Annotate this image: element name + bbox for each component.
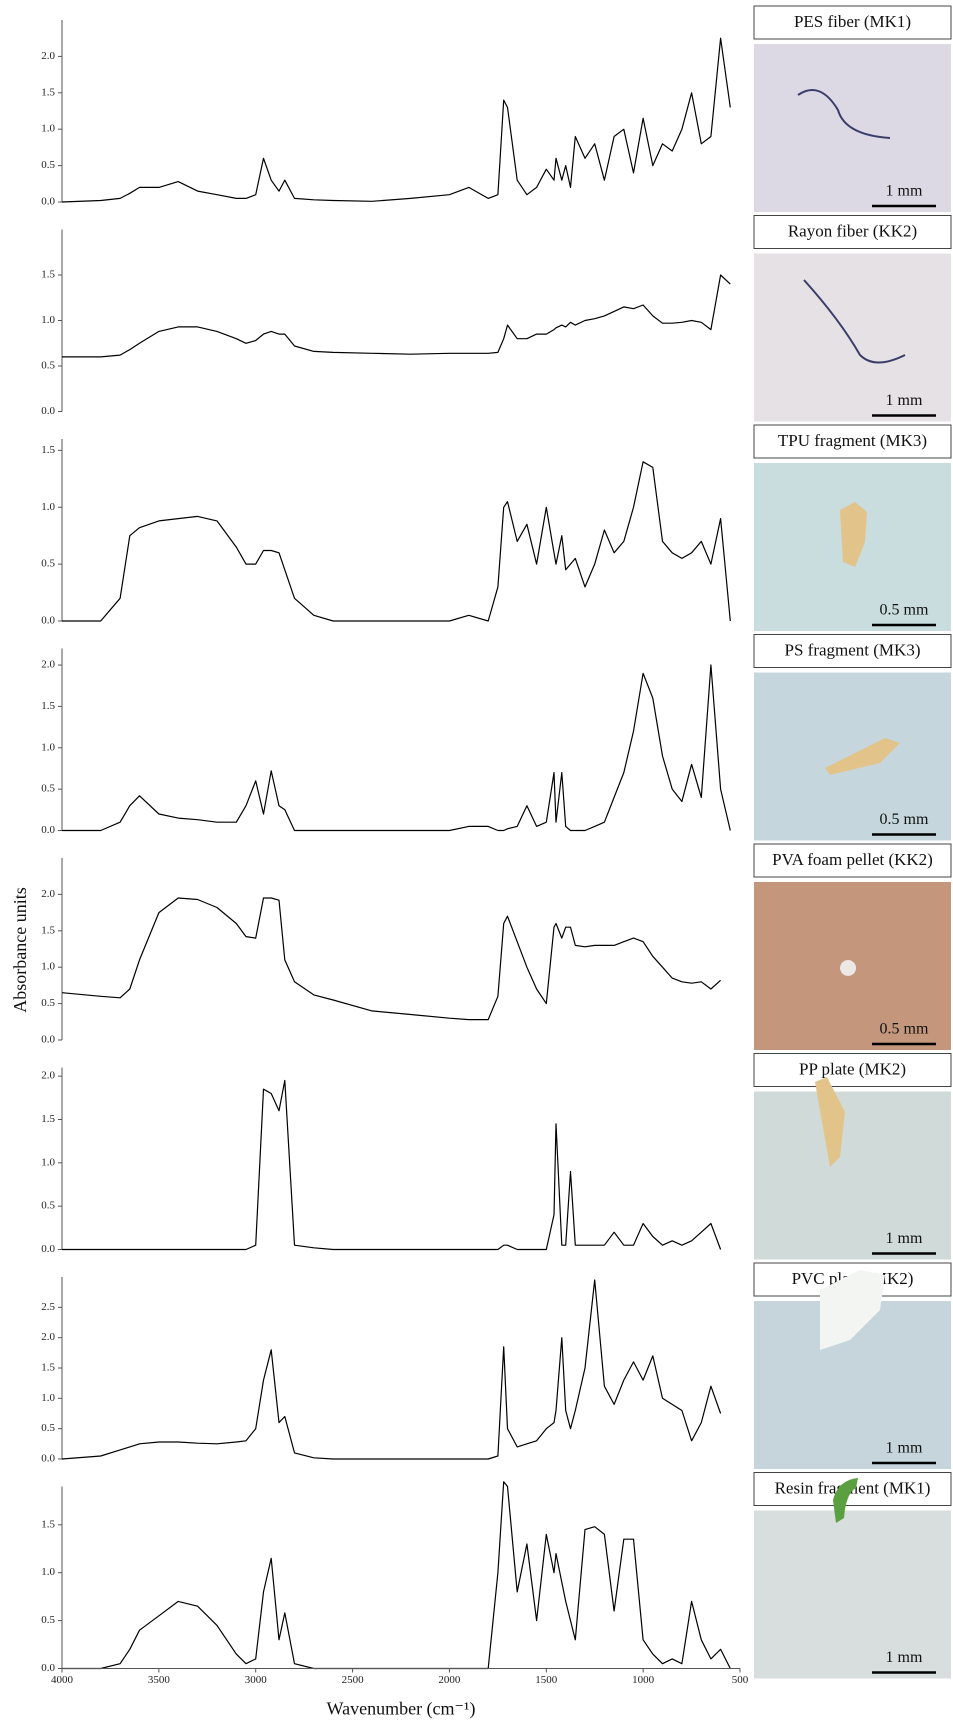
photo-title: Rayon fiber (KK2) [788, 221, 917, 240]
y-tick-label: 0.0 [41, 405, 55, 417]
y-tick-label: 0.0 [41, 1034, 55, 1046]
y-tick-label: 0.0 [41, 1453, 55, 1465]
photo [754, 1091, 951, 1260]
y-tick-label: 0.5 [41, 783, 55, 795]
scale-label: 1 mm [886, 392, 923, 409]
spectrum-line [61, 897, 722, 1021]
x-tick-label: 3000 [245, 1674, 268, 1686]
photo-title-box [753, 843, 952, 878]
x-tick-label: 1000 [632, 1674, 655, 1686]
y-tick-label: 1.0 [41, 314, 55, 326]
y-tick-label: 2.0 [41, 1331, 55, 1343]
x-tick-label: 2000 [438, 1674, 461, 1686]
y-tick-label: 1.0 [41, 1566, 55, 1578]
photo-object [820, 1270, 885, 1350]
spectrum-line [61, 1279, 722, 1460]
y-tick-label: 1.5 [41, 700, 55, 712]
y-tick-label: 0.5 [41, 1422, 55, 1434]
y-tick-label: 0.5 [41, 159, 55, 171]
y-tick-label: 2.0 [41, 1070, 55, 1082]
photo-object [840, 960, 857, 976]
y-tick-label: 1.0 [41, 123, 55, 135]
photo-title: PP plate (MK2) [799, 1059, 906, 1078]
x-tick-label: 1500 [535, 1674, 558, 1686]
photo-title: PS fragment (MK3) [785, 640, 921, 659]
photo-title-box [753, 1053, 952, 1087]
y-tick-label: 0.5 [41, 360, 55, 372]
photo-title-box [753, 634, 952, 668]
photo-object [833, 1478, 858, 1523]
y-tick-label: 1.0 [41, 741, 55, 753]
photo-object [825, 738, 900, 775]
y-tick-label: 1.0 [41, 961, 55, 973]
y-tick-label: 1.5 [41, 444, 55, 456]
x-tick-label: 3500 [148, 1674, 171, 1686]
photo-title: PES fiber (MK1) [794, 12, 911, 31]
spectrum-line [62, 461, 731, 622]
y-tick-label: 1.5 [41, 1113, 55, 1125]
photo-object [815, 1077, 845, 1167]
y-tick-label: 0.5 [41, 558, 55, 570]
photo-title: TPU fragment (MK3) [778, 431, 927, 450]
y-tick-label: 1.0 [41, 501, 55, 513]
photo-object [803, 279, 906, 364]
spectrum-line [62, 274, 731, 358]
scale-label: 1 mm [886, 1440, 923, 1457]
y-tick-label: 0.0 [41, 196, 55, 208]
spectrum-line [61, 37, 731, 203]
photo-title: PVA foam pellet (KK2) [772, 850, 933, 869]
spectrum-line [62, 1079, 722, 1251]
y-tick-label: 2.0 [41, 659, 55, 671]
scale-label: 1 mm [886, 183, 923, 200]
y-tick-label: 2.0 [41, 888, 55, 900]
y-tick-label: 0.5 [41, 1614, 55, 1626]
scale-label: 0.5 mm [880, 1021, 929, 1038]
x-axis-label: Wavenumber (cm⁻¹) [327, 1699, 476, 1720]
scale-label: 0.5 mm [880, 811, 929, 828]
photo-title-box [753, 215, 952, 249]
y-tick-label: 0.5 [41, 1200, 55, 1212]
scale-label: 1 mm [886, 1230, 923, 1247]
y-tick-label: 1.5 [41, 1518, 55, 1530]
x-tick-label: 2500 [342, 1674, 365, 1686]
photo-title-box [753, 5, 952, 40]
y-tick-label: 0.0 [41, 615, 55, 627]
photo-object [797, 89, 891, 139]
spectrum-line [62, 1481, 731, 1670]
y-tick-label: 0.0 [41, 1662, 55, 1674]
y-tick-label: 2.0 [41, 50, 55, 62]
y-tick-label: 0.0 [41, 824, 55, 836]
y-tick-label: 1.5 [41, 924, 55, 936]
x-tick-label: 500 [732, 1674, 749, 1686]
photo-title-box [753, 424, 952, 459]
y-tick-label: 1.5 [41, 86, 55, 98]
y-axis-label: Absorbance units [10, 887, 30, 1012]
photo [754, 1510, 951, 1679]
x-tick-label: 4000 [51, 1674, 74, 1686]
photo [754, 253, 951, 422]
spectrum-line [62, 664, 731, 832]
y-tick-label: 1.5 [41, 1362, 55, 1374]
y-tick-label: 2.5 [41, 1301, 55, 1313]
y-tick-label: 0.5 [41, 997, 55, 1009]
y-tick-label: 1.0 [41, 1156, 55, 1168]
y-tick-label: 1.0 [41, 1392, 55, 1404]
scale-label: 0.5 mm [880, 602, 929, 619]
y-tick-label: 0.0 [41, 1243, 55, 1255]
photo-object [840, 502, 867, 567]
y-tick-label: 1.5 [41, 269, 55, 281]
scale-label: 1 mm [886, 1649, 923, 1666]
